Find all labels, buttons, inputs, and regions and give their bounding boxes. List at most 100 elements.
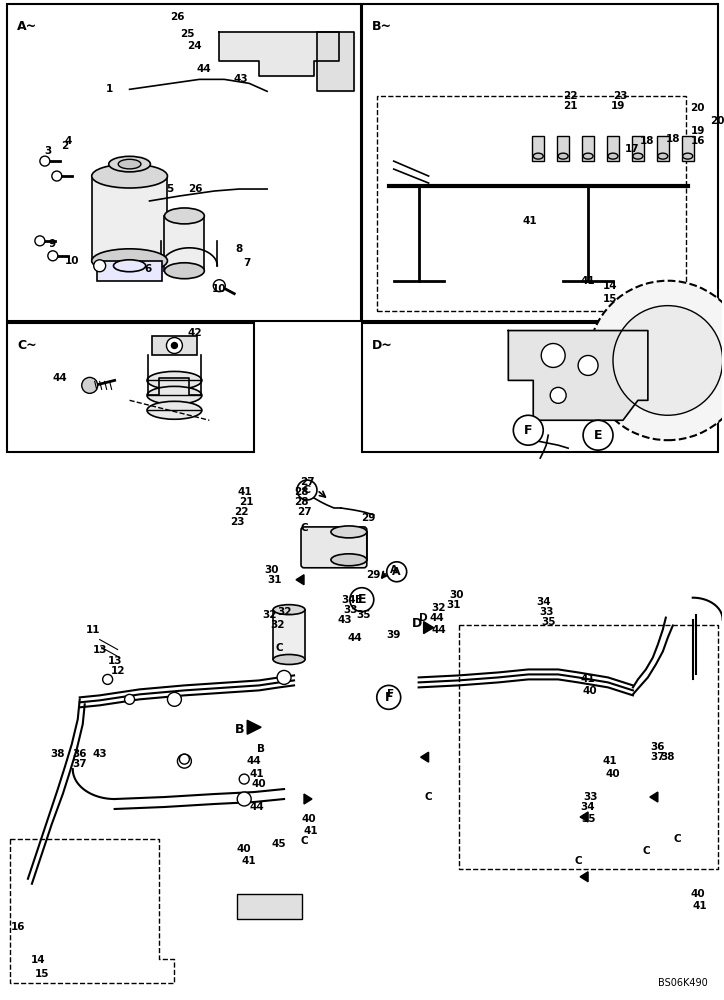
Text: 17: 17 <box>625 144 639 154</box>
Text: 13: 13 <box>107 656 122 666</box>
Text: 11: 11 <box>85 625 100 635</box>
Circle shape <box>82 377 98 393</box>
Ellipse shape <box>331 554 367 566</box>
Text: 20: 20 <box>691 103 705 113</box>
Text: 36: 36 <box>72 749 87 759</box>
Polygon shape <box>317 32 354 91</box>
Bar <box>607 136 619 161</box>
Bar <box>7 323 254 452</box>
Text: 27: 27 <box>297 507 311 517</box>
Text: A: A <box>390 565 397 575</box>
Text: 31: 31 <box>446 600 460 610</box>
Text: 33: 33 <box>583 792 597 802</box>
Text: A~: A~ <box>17 20 37 33</box>
Polygon shape <box>580 812 588 822</box>
Text: 41: 41 <box>602 756 618 766</box>
Text: 41: 41 <box>523 216 538 226</box>
Polygon shape <box>296 575 304 585</box>
Text: 41: 41 <box>692 901 707 911</box>
Text: 19: 19 <box>691 126 705 136</box>
Bar <box>237 894 302 919</box>
Text: 16: 16 <box>11 922 25 932</box>
Text: 40: 40 <box>691 889 705 899</box>
Text: 25: 25 <box>180 29 195 39</box>
Text: 41: 41 <box>242 856 256 866</box>
Circle shape <box>48 251 58 261</box>
Text: D: D <box>411 617 422 630</box>
Text: B~: B~ <box>372 20 392 33</box>
Text: 23: 23 <box>230 517 245 527</box>
Circle shape <box>40 156 50 166</box>
Ellipse shape <box>633 153 643 159</box>
Text: 44: 44 <box>429 613 444 623</box>
Text: F: F <box>387 689 395 699</box>
Circle shape <box>52 171 62 181</box>
Polygon shape <box>421 752 429 762</box>
Circle shape <box>214 280 225 292</box>
Bar <box>331 532 367 560</box>
Text: 41: 41 <box>303 826 319 836</box>
Text: A: A <box>392 567 401 577</box>
Text: 36: 36 <box>651 742 665 752</box>
Ellipse shape <box>147 371 202 389</box>
Polygon shape <box>219 32 339 76</box>
Text: 19: 19 <box>611 101 625 111</box>
Bar <box>657 136 669 161</box>
Text: C: C <box>642 846 649 856</box>
Circle shape <box>177 754 191 768</box>
Bar <box>682 136 694 161</box>
Text: 34: 34 <box>581 802 595 812</box>
Circle shape <box>125 694 135 704</box>
Text: C: C <box>574 856 582 866</box>
Text: E: E <box>355 595 363 605</box>
Text: 34: 34 <box>342 595 356 605</box>
Text: 40: 40 <box>252 779 266 789</box>
Ellipse shape <box>534 153 543 159</box>
Text: 40: 40 <box>583 686 597 696</box>
Text: 24: 24 <box>187 41 202 51</box>
Text: 35: 35 <box>541 617 555 627</box>
Text: C: C <box>275 643 283 653</box>
Circle shape <box>35 236 45 246</box>
Text: 44: 44 <box>197 64 211 74</box>
Text: E: E <box>358 593 366 606</box>
Ellipse shape <box>92 249 167 273</box>
Text: 15: 15 <box>35 969 49 979</box>
Circle shape <box>239 774 249 784</box>
Text: 21: 21 <box>563 101 577 111</box>
Circle shape <box>613 306 723 415</box>
Bar <box>151 336 198 355</box>
Text: 27: 27 <box>300 477 314 487</box>
Text: 26: 26 <box>170 12 185 22</box>
Text: 33: 33 <box>539 607 553 617</box>
Bar <box>376 96 686 311</box>
Text: 29: 29 <box>361 513 376 523</box>
Text: 6: 6 <box>144 264 151 274</box>
Text: C: C <box>425 792 432 802</box>
Text: 5: 5 <box>166 184 173 194</box>
Polygon shape <box>247 720 261 734</box>
Ellipse shape <box>658 153 668 159</box>
Circle shape <box>172 343 177 348</box>
Text: 2: 2 <box>61 141 68 151</box>
Circle shape <box>103 674 113 684</box>
Text: 44: 44 <box>247 756 261 766</box>
Bar <box>7 4 361 321</box>
Polygon shape <box>304 794 312 804</box>
Text: 44: 44 <box>348 633 362 643</box>
FancyBboxPatch shape <box>301 527 367 568</box>
Text: 38: 38 <box>51 749 65 759</box>
Text: 8: 8 <box>235 244 243 254</box>
Text: 32: 32 <box>432 603 446 613</box>
Text: 31: 31 <box>267 575 282 585</box>
Circle shape <box>297 480 317 500</box>
Text: C: C <box>674 834 681 844</box>
Circle shape <box>180 754 190 764</box>
Circle shape <box>376 685 400 709</box>
Ellipse shape <box>164 263 204 279</box>
Ellipse shape <box>608 153 618 159</box>
Text: BS06K490: BS06K490 <box>658 978 707 988</box>
Text: B: B <box>257 744 265 754</box>
Ellipse shape <box>92 164 167 188</box>
Ellipse shape <box>147 401 202 419</box>
